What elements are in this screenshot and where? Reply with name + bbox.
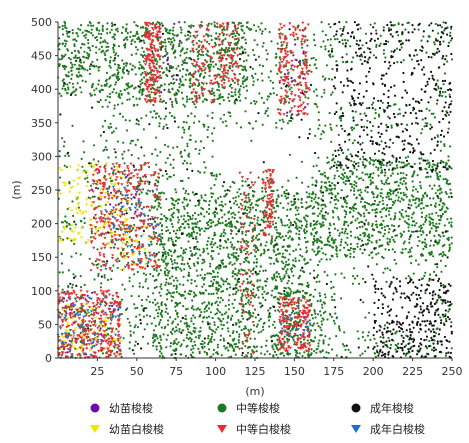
legend-item: 幼苗梭梭: [90, 401, 153, 415]
x-tick-label: 50: [130, 365, 144, 378]
series-3-points: [56, 162, 153, 360]
series-1: [57, 20, 454, 360]
x-tick-label: 150: [284, 365, 305, 378]
y-tick-label: 350: [31, 117, 52, 130]
legend-marker: [90, 403, 100, 413]
y-tick-label: 200: [31, 218, 52, 231]
y-tick-label: 400: [31, 83, 52, 96]
legend-label: 幼苗梭梭: [109, 401, 153, 415]
tick-labels: 0 50 100 150 200 250 300 350 400 450 500 25 50 75 100 1…: [31, 16, 463, 378]
legend-label: 中等白梭梭: [236, 422, 291, 436]
x-tick-label: 225: [402, 365, 423, 378]
series-3: [56, 162, 153, 360]
legend-item: 中等白梭梭: [217, 422, 291, 436]
x-tick-label: 25: [90, 365, 104, 378]
y-axis-label: (m): [10, 180, 23, 199]
x-tick-label: 200: [363, 365, 384, 378]
y-tick-label: 500: [31, 16, 52, 29]
legend-marker: [217, 425, 227, 433]
series-2-points: [59, 20, 454, 359]
y-tick-label: 100: [31, 285, 52, 298]
legend-marker: [217, 403, 227, 413]
legend-marker: [351, 403, 361, 413]
y-tick-label: 0: [45, 352, 52, 365]
legend-marker: [351, 425, 361, 433]
x-axis-label: (m): [245, 385, 264, 398]
legend-item: 中等梭梭: [217, 401, 280, 415]
x-tick-label: 125: [245, 365, 266, 378]
x-tick-label: 250: [442, 365, 463, 378]
legend-label: 成年白梭梭: [370, 422, 425, 436]
legend-marker: [90, 425, 100, 433]
y-tick-label: 250: [31, 184, 52, 197]
series-2: [59, 20, 454, 359]
y-tick-label: 450: [31, 50, 52, 63]
x-tick-label: 175: [323, 365, 344, 378]
legend-label: 幼苗白梭梭: [109, 422, 164, 436]
x-tick-label: 100: [205, 365, 226, 378]
series-5: [56, 185, 312, 358]
scatter-points-layer: [56, 20, 454, 360]
legend-item: 成年白梭梭: [351, 422, 425, 436]
y-tick-label: 50: [38, 318, 52, 331]
legend-label: 中等梭梭: [236, 401, 280, 415]
axes: [55, 21, 453, 361]
x-tick-label: 75: [169, 365, 183, 378]
legend-item: 幼苗白梭梭: [90, 422, 164, 436]
series-1-points: [57, 20, 454, 360]
legend-label: 成年梭梭: [370, 401, 414, 415]
y-tick-label: 150: [31, 251, 52, 264]
legend-item: 成年梭梭: [351, 401, 414, 415]
y-tick-label: 300: [31, 150, 52, 163]
series-5-points: [56, 185, 312, 358]
